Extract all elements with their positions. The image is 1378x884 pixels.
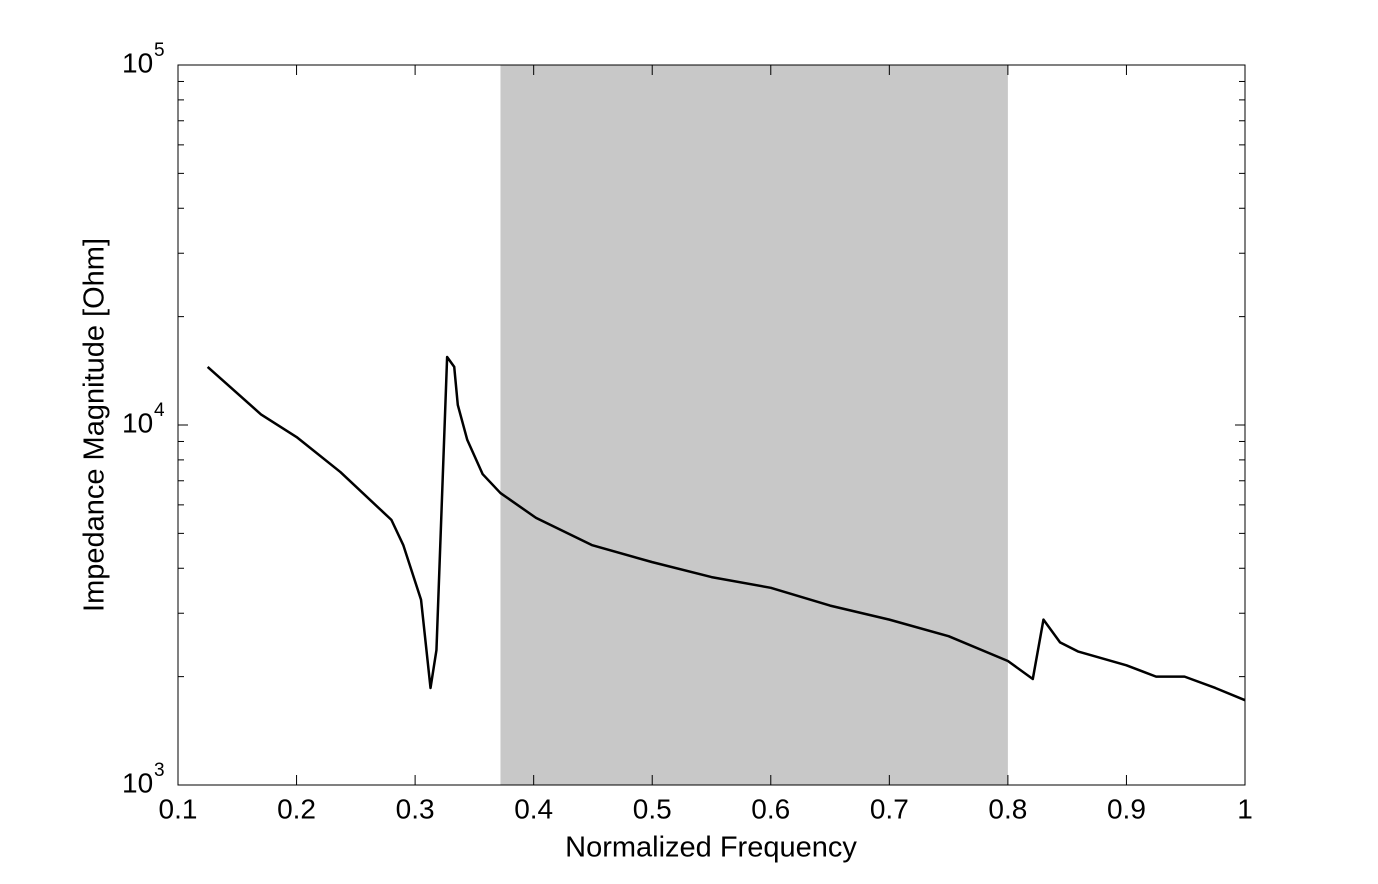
y-axis-label: Impedance Magnitude [Ohm] [79, 238, 111, 612]
x-axis-label: Normalized Frequency [565, 832, 857, 864]
x-tick-label: 0.3 [396, 793, 435, 824]
y-tick-label: 10 [122, 767, 153, 798]
y-tick-exponent: 3 [154, 760, 165, 781]
x-tick-label: 0.8 [988, 793, 1027, 824]
x-tick-label: 1 [1237, 793, 1253, 824]
y-tick-exponent: 5 [154, 40, 165, 61]
y-tick-label: 10 [122, 407, 153, 438]
shaded-region [500, 65, 1008, 785]
y-tick-exponent: 4 [154, 400, 165, 421]
data-line [206, 355, 1246, 702]
x-tick-label: 0.5 [633, 793, 672, 824]
x-tick-label: 0.4 [514, 793, 553, 824]
x-tick-label: 0.7 [870, 793, 909, 824]
y-tick-label: 10 [122, 47, 153, 78]
x-tick-label: 0.1 [159, 793, 198, 824]
x-tick-label: 0.9 [1107, 793, 1146, 824]
x-tick-label: 0.2 [277, 793, 316, 824]
x-tick-label: 0.6 [751, 793, 790, 824]
